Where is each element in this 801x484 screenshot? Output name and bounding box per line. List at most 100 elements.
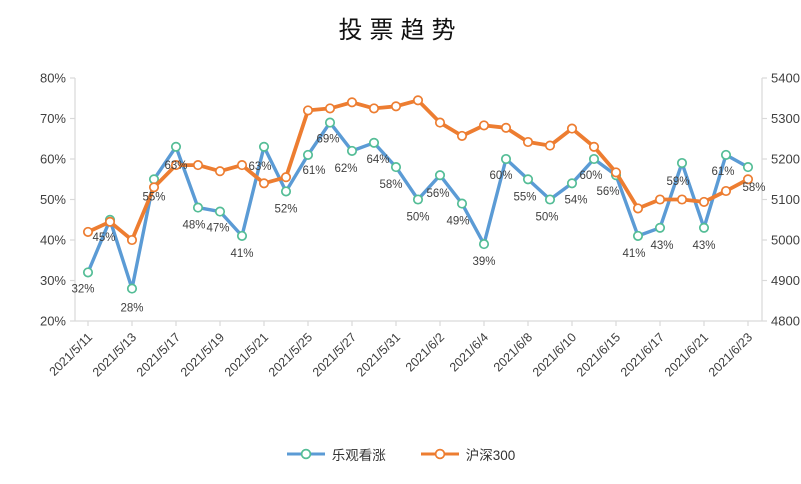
data-point[interactable] (390, 101, 402, 112)
x-axis-label: 2021/5/11 (47, 330, 96, 379)
y-axis-right-label: 5000 (771, 233, 800, 248)
y-axis-left-label: 20% (40, 314, 66, 329)
data-point[interactable] (456, 198, 468, 209)
x-axis-label: 2021/6/21 (662, 330, 711, 379)
data-point[interactable] (698, 196, 710, 207)
y-axis-right-label: 4800 (771, 314, 800, 329)
data-label: 41% (230, 248, 253, 260)
data-point[interactable] (390, 162, 402, 173)
data-point[interactable] (720, 149, 732, 160)
y-axis-left-label: 40% (40, 233, 66, 248)
x-axis-label: 2021/6/15 (574, 330, 623, 379)
data-point[interactable] (522, 174, 534, 185)
data-label: 62% (334, 163, 357, 175)
data-point[interactable] (346, 145, 358, 156)
data-point[interactable] (280, 186, 292, 197)
data-point[interactable] (434, 117, 446, 128)
data-point[interactable] (720, 185, 732, 197)
data-point[interactable] (610, 167, 622, 178)
data-point[interactable] (632, 203, 644, 214)
data-point[interactable] (82, 267, 94, 278)
data-point[interactable] (412, 194, 424, 205)
data-point[interactable] (544, 194, 556, 205)
data-point[interactable] (236, 160, 248, 171)
data-point[interactable] (654, 222, 666, 233)
legend-label-optimistic: 乐观看涨 (331, 448, 386, 463)
data-point[interactable] (214, 166, 226, 177)
data-point[interactable] (368, 137, 380, 148)
data-point[interactable] (478, 120, 490, 131)
data-point[interactable] (302, 149, 314, 160)
y-axis-right-label: 4900 (771, 273, 800, 288)
data-point[interactable] (676, 194, 688, 205)
x-axis-label: 2021/6/8 (491, 330, 535, 374)
data-point[interactable] (588, 153, 600, 165)
chart-legend: 乐观看涨 沪深300 (0, 444, 801, 464)
data-point[interactable] (434, 170, 446, 181)
data-label: 52% (274, 203, 297, 215)
data-point[interactable] (522, 136, 534, 148)
y-axis-left-label: 70% (40, 111, 66, 126)
legend-item-optimistic[interactable]: 乐观看涨 (286, 444, 386, 464)
data-point[interactable] (566, 123, 578, 134)
data-label: 55% (513, 191, 536, 203)
data-point[interactable] (698, 222, 710, 233)
data-label: 63% (248, 161, 271, 173)
data-label: 48% (182, 220, 205, 232)
y-axis-left-label: 30% (40, 273, 66, 288)
data-point[interactable] (280, 172, 292, 183)
data-label: 47% (206, 223, 229, 235)
data-label: 60% (579, 170, 602, 182)
x-axis-label: 2021/6/23 (706, 330, 755, 379)
data-point[interactable] (258, 141, 270, 152)
data-point[interactable] (214, 206, 226, 217)
data-label: 56% (596, 186, 619, 198)
data-point[interactable] (566, 178, 578, 189)
data-point[interactable] (500, 122, 512, 133)
data-point[interactable] (170, 141, 182, 152)
data-label: 43% (650, 240, 673, 252)
y-axis-right-label: 5100 (771, 192, 800, 207)
data-point[interactable] (126, 234, 138, 246)
data-point[interactable] (324, 117, 336, 128)
data-point[interactable] (170, 160, 182, 171)
legend-item-csi300[interactable]: 沪深300 (420, 444, 515, 464)
data-point[interactable] (126, 283, 138, 294)
data-label: 58% (379, 179, 402, 191)
data-point[interactable] (632, 230, 644, 241)
data-point[interactable] (742, 162, 754, 173)
data-point[interactable] (478, 239, 490, 250)
y-axis-right-label: 5200 (771, 152, 800, 167)
data-point[interactable] (654, 194, 666, 205)
data-point[interactable] (500, 153, 512, 165)
y-axis-left-label: 50% (40, 192, 66, 207)
data-point[interactable] (236, 230, 248, 241)
line-marker-icon (286, 448, 325, 460)
data-label: 61% (711, 166, 734, 178)
x-axis-label: 2021/5/19 (178, 330, 227, 379)
data-point[interactable] (544, 140, 556, 151)
data-point[interactable] (412, 95, 424, 106)
data-point[interactable] (302, 105, 314, 116)
y-axis-right-label: 5400 (771, 71, 800, 86)
data-label: 60% (489, 170, 512, 182)
data-point[interactable] (324, 103, 336, 114)
data-point[interactable] (346, 97, 358, 108)
x-axis-label: 2021/5/27 (310, 330, 359, 379)
data-point[interactable] (192, 160, 204, 171)
data-point[interactable] (104, 216, 116, 227)
data-point[interactable] (82, 226, 94, 237)
x-axis-label: 2021/5/25 (266, 330, 315, 379)
data-point[interactable] (742, 174, 754, 185)
data-point[interactable] (368, 103, 380, 114)
data-point[interactable] (588, 141, 600, 152)
data-point[interactable] (676, 157, 688, 169)
data-point[interactable] (258, 178, 270, 189)
data-point[interactable] (192, 202, 204, 213)
x-axis-label: 2021/5/13 (90, 330, 139, 379)
data-point[interactable] (148, 182, 160, 193)
data-label: 49% (446, 216, 469, 228)
data-label: 54% (564, 194, 587, 206)
data-point[interactable] (456, 130, 468, 141)
